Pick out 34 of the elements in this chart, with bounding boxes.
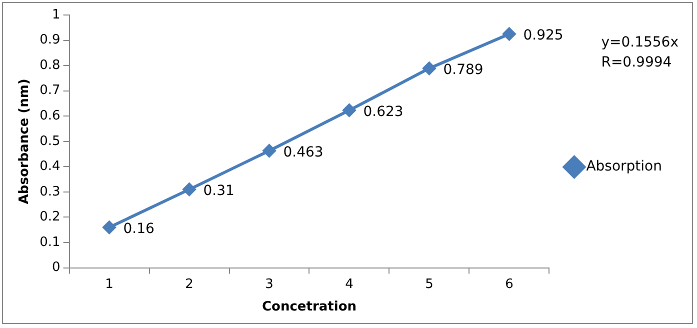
data-label: 0.16 [123, 220, 155, 237]
data-label: 0.31 [203, 183, 234, 200]
data-label: 0.925 [523, 28, 564, 44]
y-tick-label: 0.4 [40, 159, 60, 174]
y-tick-label: 1 [52, 7, 60, 22]
point [342, 104, 356, 117]
y-tick-label: 0.8 [40, 58, 60, 73]
y-tick-label: 0.7 [40, 83, 60, 98]
x-tick-label: 1 [105, 276, 114, 292]
y-axis-title: Absorbance (nm) [17, 78, 32, 204]
data-label: 0.789 [443, 62, 484, 78]
x-tick-label: 2 [185, 276, 194, 292]
point [502, 27, 516, 40]
y-tick-label: 0.3 [40, 184, 60, 200]
x-tick-label: 6 [505, 276, 514, 292]
data-label: 0.463 [283, 144, 324, 160]
x-axis-title: Concetration [262, 300, 357, 315]
y-tick-label: 0.9 [40, 32, 60, 48]
point [262, 144, 276, 158]
point [182, 182, 196, 196]
y-tick-label: 0 [52, 260, 60, 276]
data-label: 0.623 [363, 104, 404, 120]
y-tick-label: 0.5 [40, 134, 60, 149]
y-tick-label: 0.1 [40, 234, 60, 250]
y-tick-label: 0.6 [40, 108, 60, 124]
x-tick-label: 3 [265, 276, 274, 292]
x-tick-label: 5 [425, 276, 434, 292]
y-tick-label: 0.2 [40, 210, 60, 225]
x-tick-label: 4 [345, 276, 354, 292]
legend-label: Absorption [586, 158, 662, 175]
text: y=0.1556x [601, 34, 679, 51]
point [102, 220, 116, 234]
text: R=0.9994 [601, 54, 672, 71]
point [422, 62, 436, 75]
